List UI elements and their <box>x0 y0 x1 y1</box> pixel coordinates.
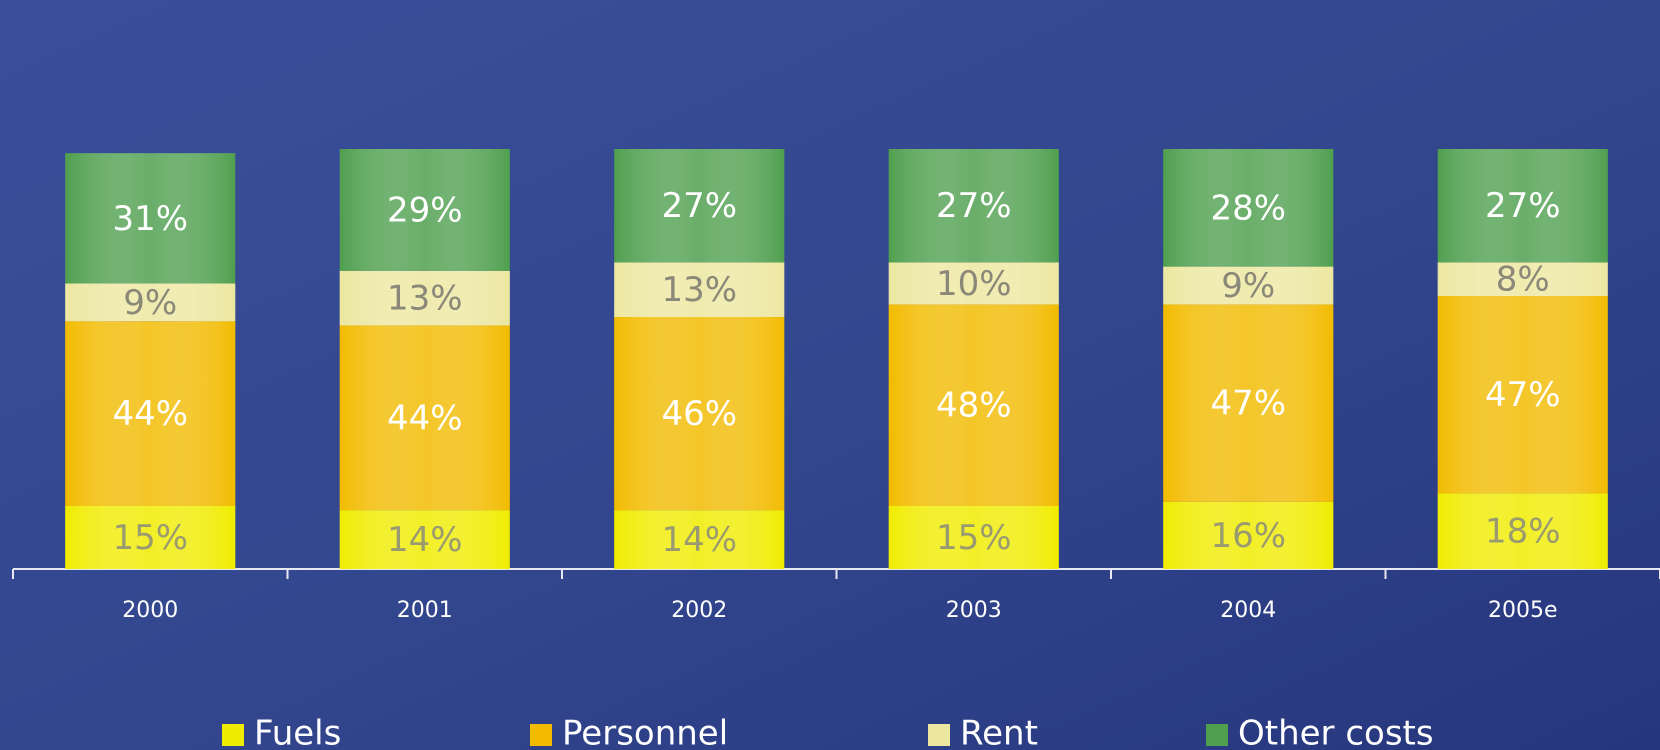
bar-shade <box>1163 501 1334 569</box>
x-tick-label: 2004 <box>1220 598 1276 623</box>
data-label: 18% <box>1485 512 1561 552</box>
bar-shade <box>65 506 236 569</box>
bar-shade <box>339 325 510 511</box>
bar-shade <box>1437 262 1608 296</box>
legend-label: Other costs <box>1238 714 1434 750</box>
bar-shade <box>888 149 1059 263</box>
legend-label: Personnel <box>562 714 728 750</box>
bar-shade <box>1437 149 1608 263</box>
bar-shade <box>1437 493 1608 569</box>
data-label: 27% <box>1485 186 1561 226</box>
bar-shade <box>1163 149 1334 267</box>
legend-swatch <box>530 724 552 746</box>
bar-shade <box>339 270 510 326</box>
data-label: 47% <box>1485 375 1561 415</box>
data-label: 10% <box>936 264 1012 304</box>
bar-shade <box>1437 296 1608 494</box>
legend-swatch <box>1206 724 1228 746</box>
x-tick-label: 2003 <box>946 598 1002 623</box>
data-label: 8% <box>1496 260 1550 300</box>
data-label: 27% <box>661 186 737 226</box>
data-label: 13% <box>661 270 737 310</box>
legend-swatch <box>928 724 950 746</box>
data-label: 14% <box>387 520 463 560</box>
data-label: 46% <box>661 394 737 434</box>
x-tick-label: 2001 <box>397 598 453 623</box>
legend-label: Fuels <box>254 714 341 750</box>
bar-shade <box>614 317 785 511</box>
data-label: 28% <box>1210 188 1286 228</box>
bar-shade <box>339 149 510 271</box>
bar-shade <box>888 304 1059 506</box>
data-label: 15% <box>112 518 188 558</box>
data-label: 29% <box>387 190 463 230</box>
x-tick-label: 2000 <box>122 598 178 623</box>
bar-shade <box>1163 304 1334 502</box>
data-label: 13% <box>387 279 463 319</box>
data-label: 47% <box>1210 384 1286 424</box>
bar-shade <box>614 262 785 317</box>
bar-shade <box>339 510 510 569</box>
bar-shade <box>1163 266 1334 305</box>
bar-shade <box>65 153 236 284</box>
data-label: 44% <box>112 394 188 434</box>
data-label: 44% <box>387 398 463 438</box>
bar-shade <box>614 149 785 263</box>
bar-shade <box>65 321 236 506</box>
data-label: 14% <box>661 520 737 560</box>
legend-label: Rent <box>960 714 1038 750</box>
x-tick-label: 2005e <box>1488 598 1558 623</box>
data-label: 9% <box>123 283 177 323</box>
bar-shade <box>888 262 1059 305</box>
data-label: 48% <box>936 386 1012 426</box>
bar-shade <box>888 506 1059 569</box>
bar-shade <box>65 283 236 322</box>
data-label: 27% <box>936 186 1012 226</box>
data-label: 9% <box>1221 266 1275 306</box>
data-label: 16% <box>1210 516 1286 556</box>
x-tick-label: 2002 <box>671 598 727 623</box>
data-label: 15% <box>936 518 1012 558</box>
data-label: 31% <box>112 199 188 239</box>
bar-shade <box>614 510 785 569</box>
legend-swatch <box>222 724 244 746</box>
